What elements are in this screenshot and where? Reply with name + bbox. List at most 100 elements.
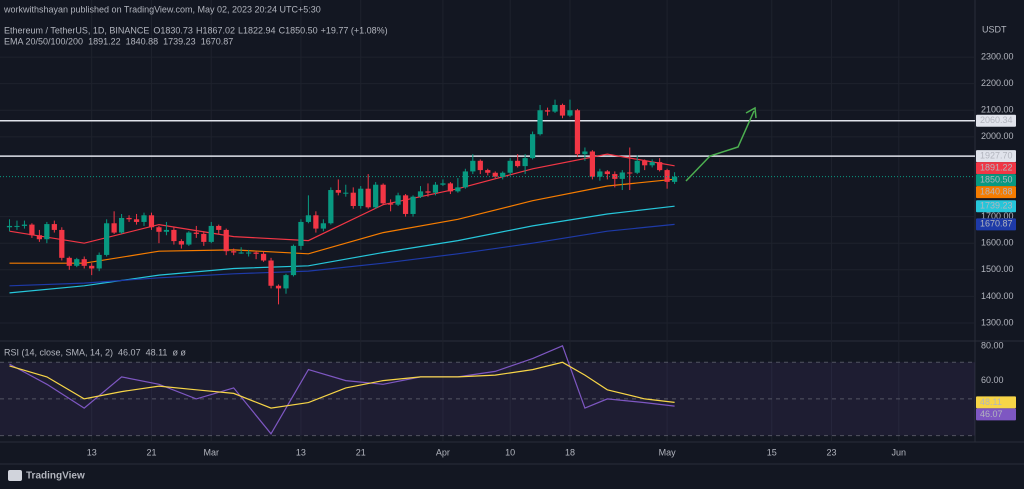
price-badge xyxy=(976,150,1016,163)
x-tick-label: May xyxy=(659,447,677,457)
price-badge xyxy=(976,174,1016,187)
candle-body xyxy=(186,232,192,245)
candle-body xyxy=(627,172,633,174)
y-tick-label: 80.00 xyxy=(981,340,1004,350)
candle-body xyxy=(275,285,282,289)
x-tick-label: 21 xyxy=(146,447,156,457)
ohlc-prefix: H xyxy=(196,25,203,35)
indicator-value: 1739.23 xyxy=(163,36,196,46)
price-badge-label: 1670.87 xyxy=(980,219,1013,229)
candle-body xyxy=(133,219,140,222)
candle-body xyxy=(178,241,184,245)
candle-body xyxy=(246,252,252,254)
change-label: +19.77 (+1.08%) xyxy=(321,25,388,35)
rsi-title: RSI (14, close, SMA, 14, 2) xyxy=(4,347,113,357)
candle-body xyxy=(81,259,87,266)
candle-body xyxy=(649,162,655,166)
price-badge xyxy=(976,114,1016,127)
candle-body xyxy=(432,184,439,193)
candle-body xyxy=(29,224,35,236)
price-badge-label: 1891.22 xyxy=(980,162,1013,172)
symbol-title: Ethereum / TetherUS, 1D, BINANCE xyxy=(4,25,149,35)
candle-body xyxy=(462,171,468,188)
candle-body xyxy=(440,183,446,185)
x-tick-label: 13 xyxy=(87,447,97,457)
candle-body xyxy=(111,223,117,233)
price-badge-label: 1927.70 xyxy=(980,150,1013,160)
candle-body xyxy=(477,160,483,171)
candle-body xyxy=(537,110,543,135)
candle-body xyxy=(328,190,334,224)
candle-body xyxy=(604,171,610,175)
candle-body xyxy=(522,158,528,167)
candle-body xyxy=(51,224,57,230)
candle-body xyxy=(118,217,125,233)
candle-body xyxy=(455,187,461,192)
candle-body xyxy=(163,229,170,232)
labels: 1300.00 1400.00 1500.00 1600.00 1700.00 2000.… xyxy=(4,24,1016,457)
grid xyxy=(0,0,975,442)
candle-body xyxy=(96,254,102,269)
candle-body xyxy=(612,174,618,179)
candle-body xyxy=(283,275,289,289)
candle-body xyxy=(380,184,386,204)
price-badge xyxy=(976,200,1016,213)
candle-body xyxy=(395,195,401,205)
ohlc-value: 1822.94 xyxy=(243,25,276,35)
indicator-line xyxy=(9,178,675,264)
y-tick-label: 1400.00 xyxy=(981,291,1014,301)
candle-body xyxy=(410,196,416,214)
price-badge xyxy=(976,162,1016,175)
y-tick-label: 1300.00 xyxy=(981,317,1014,327)
candle-body xyxy=(417,191,424,197)
x-tick-label: Mar xyxy=(204,447,220,457)
y-tick-label: 2000.00 xyxy=(981,131,1014,141)
candle-body xyxy=(664,170,670,182)
arrow-head xyxy=(745,106,757,119)
candle-body xyxy=(216,225,222,230)
candle-body xyxy=(193,232,199,234)
y-tick-label: 1600.00 xyxy=(981,238,1014,248)
ohlc-value: 1830.73 xyxy=(160,25,193,35)
ohlc-value: 1850.50 xyxy=(285,25,318,35)
y-tick-label: 2200.00 xyxy=(981,78,1014,88)
indicator-line xyxy=(9,361,675,409)
y-tick-label: 2100.00 xyxy=(981,105,1014,115)
x-tick-label: 18 xyxy=(565,447,575,457)
price-badge xyxy=(976,218,1016,231)
candle-body xyxy=(515,160,521,167)
candle-body xyxy=(223,229,229,252)
candle-body xyxy=(290,245,297,276)
candle-body xyxy=(343,192,349,194)
candle-body xyxy=(387,203,394,205)
x-tick-label: 21 xyxy=(356,447,366,457)
plot xyxy=(0,99,975,435)
price-badge-label: 1840.88 xyxy=(980,186,1013,196)
candle-body xyxy=(500,172,506,177)
logo-icon xyxy=(8,470,22,481)
candle-body xyxy=(74,259,80,266)
candle-body xyxy=(141,215,147,222)
x-tick-label: 10 xyxy=(505,447,515,457)
candle-body xyxy=(104,223,110,255)
ohlc-prefix: O xyxy=(153,25,160,35)
price-badge-label: 1739.23 xyxy=(980,201,1013,211)
candle-body xyxy=(634,160,640,173)
candle-body xyxy=(89,265,95,269)
candle-body xyxy=(567,110,573,116)
candle-body xyxy=(559,104,566,116)
candle-body xyxy=(305,215,312,222)
indicator-value: 1670.87 xyxy=(201,36,234,46)
price-badge xyxy=(976,408,1016,421)
indicator-line xyxy=(9,344,675,435)
candle-body xyxy=(201,233,207,242)
ohlc-value: 1867.02 xyxy=(202,25,235,35)
x-tick-label: Jun xyxy=(892,447,907,457)
projection-arrow xyxy=(685,110,755,182)
candle-body xyxy=(171,229,177,242)
candle-body xyxy=(582,151,588,155)
candle-body xyxy=(208,225,214,242)
candle-body xyxy=(298,221,304,246)
